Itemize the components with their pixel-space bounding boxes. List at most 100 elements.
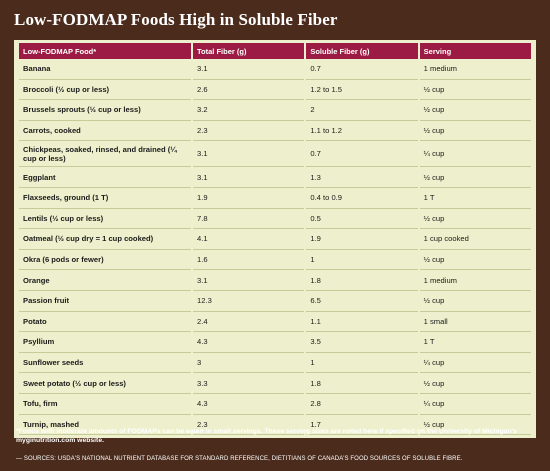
cell-soluble-fiber: 1 [306, 250, 418, 271]
cell-soluble-fiber: 1.1 to 1.2 [306, 121, 418, 142]
cell-food: Sunflower seeds [19, 353, 192, 374]
table-row: Orange 3.1 1.8 1 medium [19, 270, 531, 291]
cell-serving: 1 T [419, 332, 531, 353]
table-row: Banana 3.1 0.7 1 medium [19, 59, 531, 80]
cell-total-fiber: 2.3 [193, 415, 305, 436]
cell-soluble-fiber: 0.7 [306, 141, 418, 168]
cell-serving: 1 T [419, 188, 531, 209]
cell-total-fiber: 1.6 [193, 250, 305, 271]
cell-soluble-fiber: 2.8 [306, 394, 418, 415]
cell-total-fiber: 4.1 [193, 229, 305, 250]
sources-note: — SOURCES: USDA'S NATIONAL NUTRIENT DATA… [16, 456, 463, 462]
cell-serving: 1 cup cooked [419, 229, 531, 250]
cell-total-fiber: 2.4 [193, 312, 305, 333]
cell-total-fiber: 4.3 [193, 394, 305, 415]
page-title: Low-FODMAP Foods High in Soluble Fiber [14, 10, 338, 29]
table-row: Turnip, mashed 2.3 1.7 ½ cup [19, 415, 531, 436]
cell-serving: ¼ cup [419, 141, 531, 168]
cell-serving: ½ cup [419, 291, 531, 312]
cell-soluble-fiber: 1.1 [306, 312, 418, 333]
table-row: Flaxseeds, ground (1 T) 1.9 0.4 to 0.9 1 T [19, 188, 531, 209]
cell-soluble-fiber: 1.2 to 1.5 [306, 80, 418, 101]
fiber-table: Low-FODMAP Food* Total Fiber (g) Soluble… [17, 43, 533, 436]
cell-total-fiber: 2.3 [193, 121, 305, 142]
cell-serving: ½ cup [419, 373, 531, 394]
cell-food: Psyllium [19, 332, 192, 353]
cell-soluble-fiber: 1.3 [306, 167, 418, 188]
cell-food: Banana [19, 59, 192, 80]
cell-food: Passion fruit [19, 291, 192, 312]
cell-total-fiber: 7.8 [193, 209, 305, 230]
cell-serving: ½ cup [419, 80, 531, 101]
cell-soluble-fiber: 1.8 [306, 270, 418, 291]
cell-total-fiber: 3.1 [193, 59, 305, 80]
cell-serving: ½ cup [419, 209, 531, 230]
table-row: Brussels sprouts (½ cup or less) 3.2 2 ½ cu… [19, 100, 531, 121]
cell-food: Sweet potato (½ cup or less) [19, 373, 192, 394]
table-row: Potato 2.4 1.1 1 small [19, 312, 531, 333]
cell-total-fiber: 3 [193, 353, 305, 374]
cell-food: Brussels sprouts (½ cup or less) [19, 100, 192, 121]
table-header-row: Low-FODMAP Food* Total Fiber (g) Soluble… [19, 43, 531, 59]
cell-serving: ½ cup [419, 415, 531, 436]
cell-serving: ½ cup [419, 250, 531, 271]
cell-soluble-fiber: 6.5 [306, 291, 418, 312]
cell-serving: 1 medium [419, 270, 531, 291]
cell-soluble-fiber: 3.5 [306, 332, 418, 353]
cell-serving: ¼ cup [419, 353, 531, 374]
fiber-table-container: Low-FODMAP Food* Total Fiber (g) Soluble… [14, 40, 536, 439]
table-row: Sunflower seeds 3 1 ¼ cup [19, 353, 531, 374]
cell-total-fiber: 2.6 [193, 80, 305, 101]
cell-total-fiber: 3.1 [193, 167, 305, 188]
column-header-serving: Serving [419, 43, 531, 59]
cell-serving: 1 medium [419, 59, 531, 80]
cell-food: Eggplant [19, 167, 192, 188]
table-row: Tofu, firm 4.3 2.8 ¼ cup [19, 394, 531, 415]
cell-soluble-fiber: 0.7 [306, 59, 418, 80]
table-row: Carrots, cooked 2.3 1.1 to 1.2 ½ cup [19, 121, 531, 142]
cell-soluble-fiber: 1.8 [306, 373, 418, 394]
cell-total-fiber: 3.1 [193, 270, 305, 291]
cell-food: Turnip, mashed [19, 415, 192, 436]
cell-food: Okra (6 pods or fewer) [19, 250, 192, 271]
cell-food: Potato [19, 312, 192, 333]
cell-serving: 1 small [419, 312, 531, 333]
table-row: Chickpeas, soaked, rinsed, and drained (… [19, 141, 531, 168]
cell-soluble-fiber: 0.4 to 0.9 [306, 188, 418, 209]
cell-total-fiber: 12.3 [193, 291, 305, 312]
cell-total-fiber: 3.1 [193, 141, 305, 168]
cell-soluble-fiber: 0.5 [306, 209, 418, 230]
table-row: Psyllium 4.3 3.5 1 T [19, 332, 531, 353]
cell-total-fiber: 4.3 [193, 332, 305, 353]
column-header-food: Low-FODMAP Food* [19, 43, 192, 59]
table-row: Oatmeal (½ cup dry = 1 cup cooked) 4.1 1.9… [19, 229, 531, 250]
cell-soluble-fiber: 1.7 [306, 415, 418, 436]
table-row: Passion fruit 12.3 6.5 ½ cup [19, 291, 531, 312]
cell-food: Oatmeal (½ cup dry = 1 cup cooked) [19, 229, 192, 250]
table-body: Banana 3.1 0.7 1 medium Broccoli (½ cup or l… [19, 59, 531, 436]
cell-food: Tofu, firm [19, 394, 192, 415]
cell-food: Broccoli (½ cup or less) [19, 80, 192, 101]
cell-food: Flaxseeds, ground (1 T) [19, 188, 192, 209]
cell-serving: ½ cup [419, 167, 531, 188]
table-row: Eggplant 3.1 1.3 ½ cup [19, 167, 531, 188]
table-row: Lentils (½ cup or less) 7.8 0.5 ½ cup [19, 209, 531, 230]
cell-food: Carrots, cooked [19, 121, 192, 142]
cell-food: Orange [19, 270, 192, 291]
table-row: Sweet potato (½ cup or less) 3.3 1.8 ½ cup [19, 373, 531, 394]
table-row: Broccoli (½ cup or less) 2.6 1.2 to 1.5 ½ c… [19, 80, 531, 101]
table-row: Okra (6 pods or fewer) 1.6 1 ½ cup [19, 250, 531, 271]
cell-soluble-fiber: 1.9 [306, 229, 418, 250]
cell-food: Chickpeas, soaked, rinsed, and drained (… [19, 141, 192, 168]
cell-soluble-fiber: 2 [306, 100, 418, 121]
cell-total-fiber: 3.3 [193, 373, 305, 394]
cell-food: Lentils (½ cup or less) [19, 209, 192, 230]
column-header-soluble-fiber: Soluble Fiber (g) [306, 43, 418, 59]
cell-serving: ½ cup [419, 100, 531, 121]
cell-soluble-fiber: 1 [306, 353, 418, 374]
cell-total-fiber: 3.2 [193, 100, 305, 121]
footnote: *Foods with moderate amounts of FODMAPs … [16, 428, 517, 444]
cell-serving: ½ cup [419, 121, 531, 142]
cell-total-fiber: 1.9 [193, 188, 305, 209]
column-header-total-fiber: Total Fiber (g) [193, 43, 305, 59]
